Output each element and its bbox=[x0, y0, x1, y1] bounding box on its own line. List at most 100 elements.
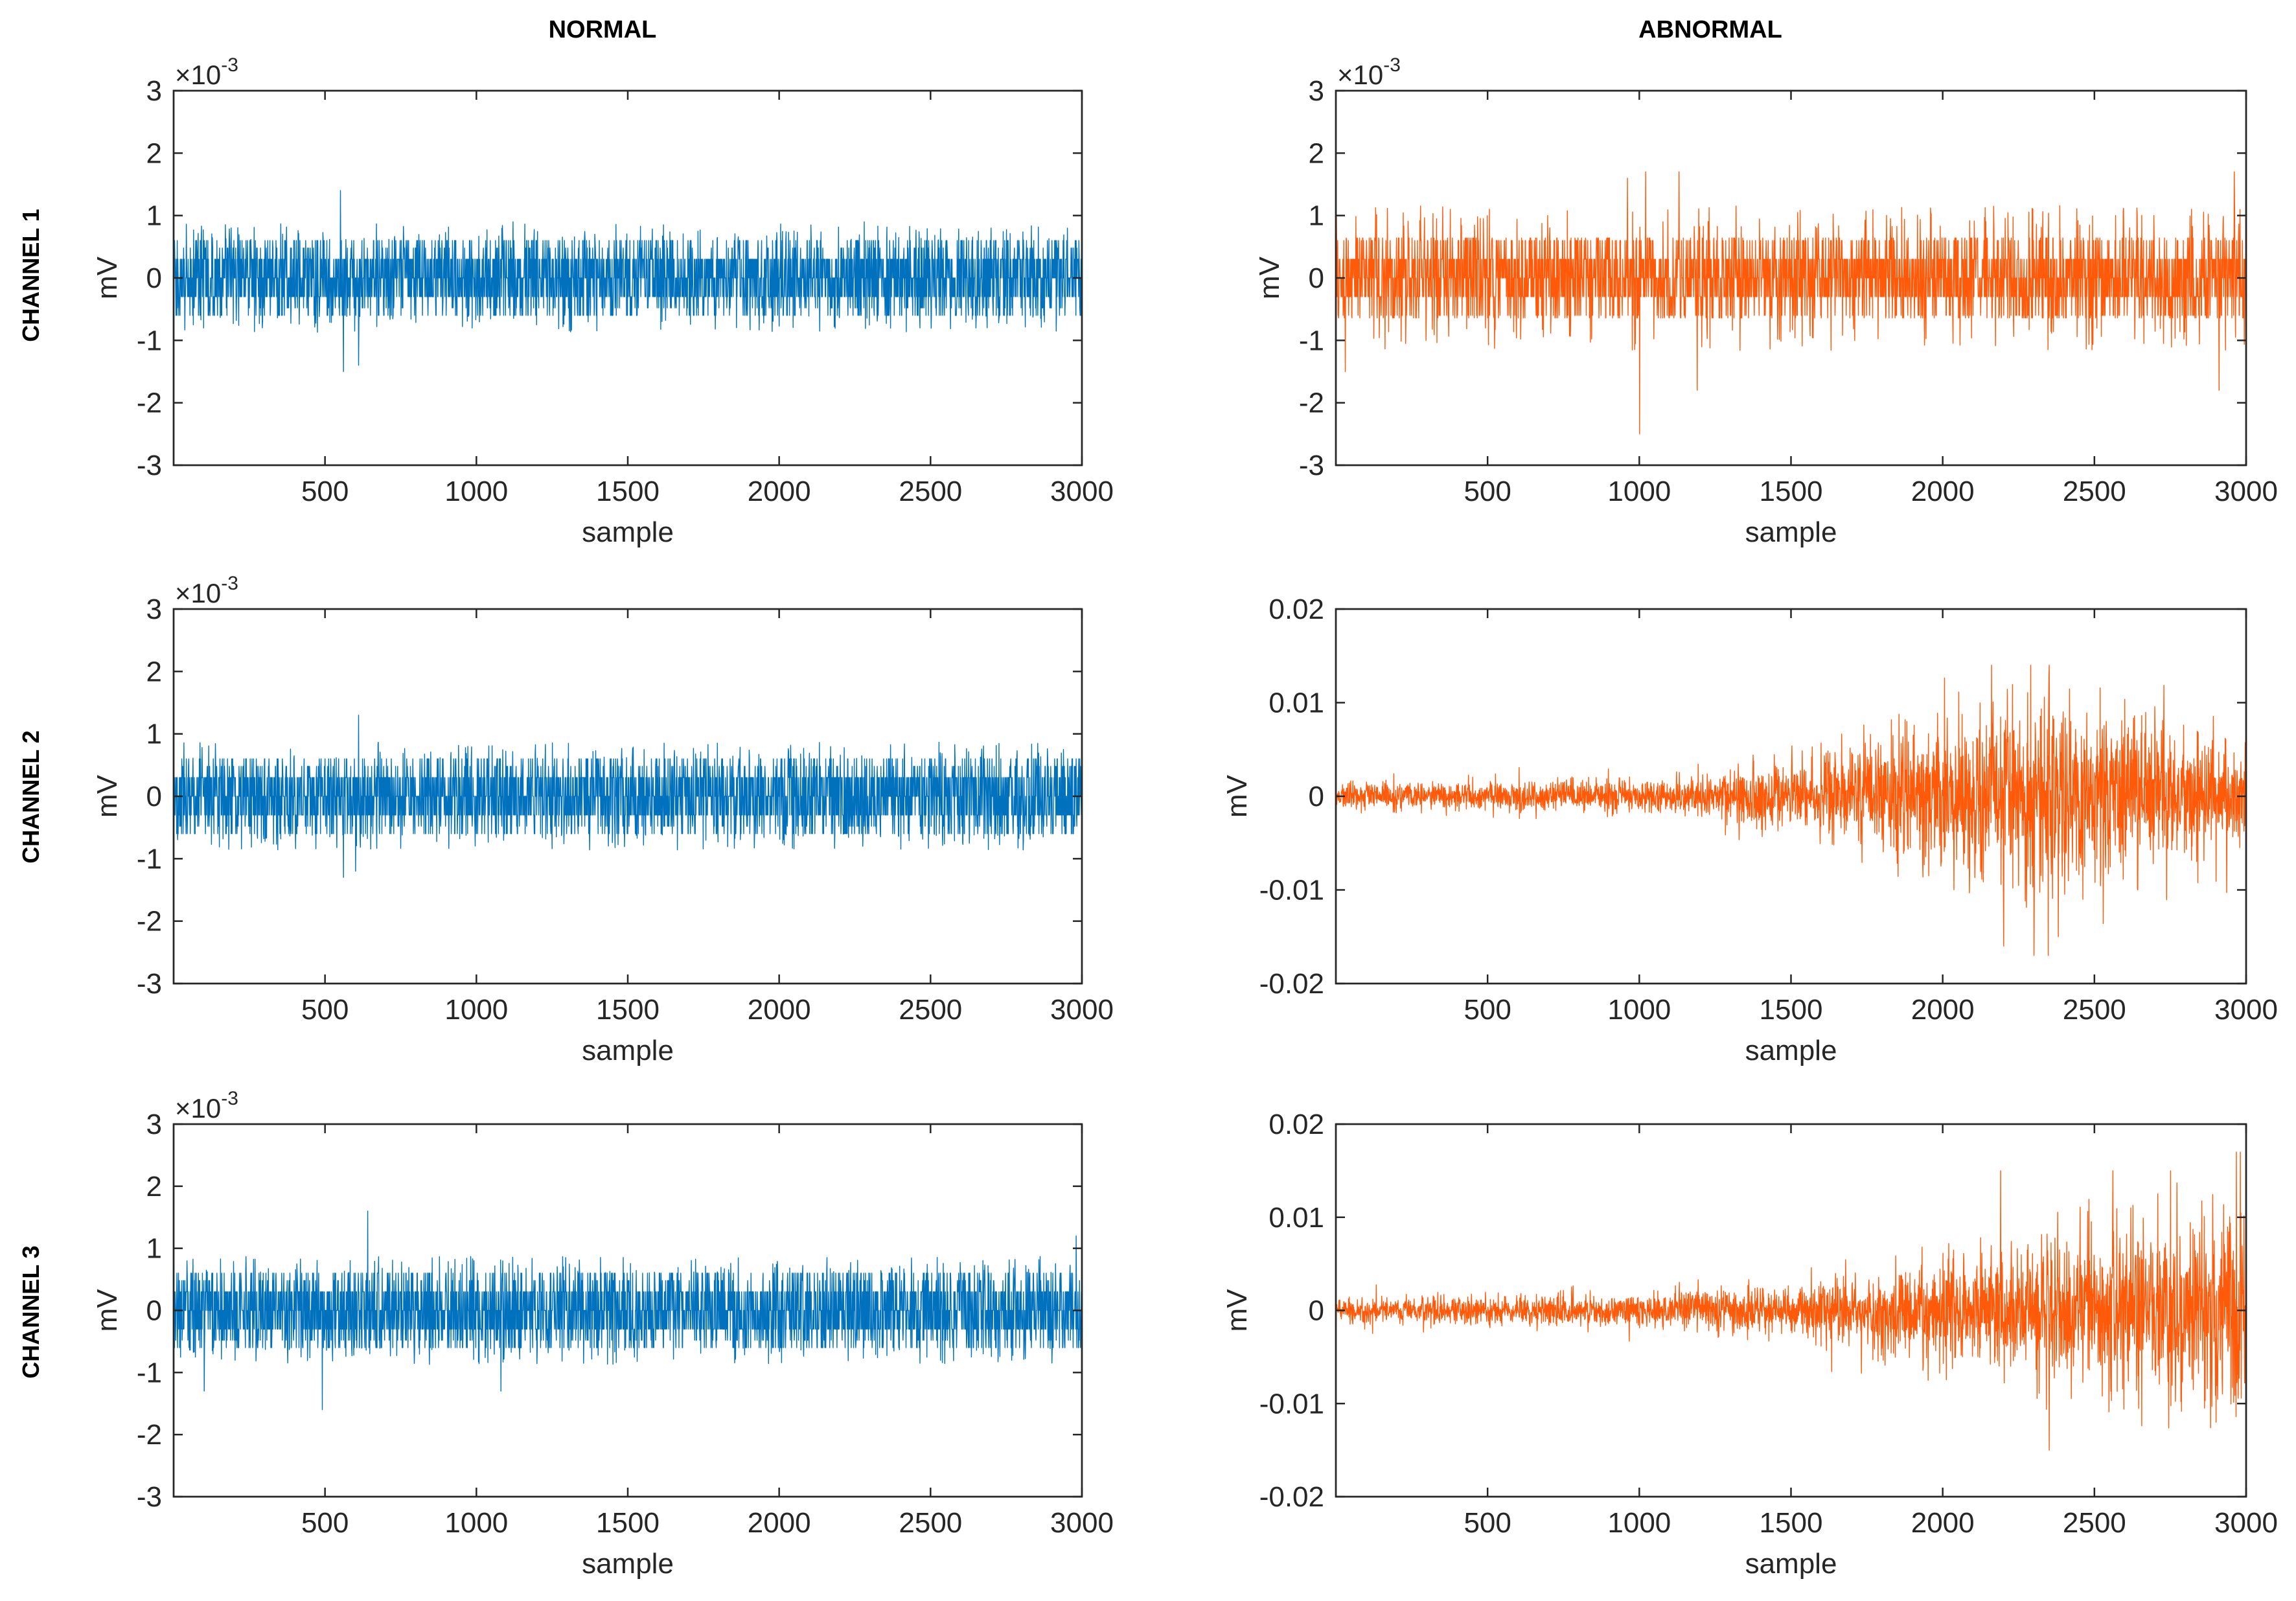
signal-trace-normal-ch3 bbox=[173, 1210, 1083, 1411]
panel-normal-ch2: 500 1000 1500 2000 2500 3000 -3 -2 -1 0 1 2 3 sample m… bbox=[91, 573, 1114, 1066]
x-tick-label-2000: 2000 bbox=[748, 1507, 811, 1539]
x-tick-label-2500: 2500 bbox=[2063, 994, 2126, 1026]
y-tick-label-3: 0.01 bbox=[1269, 1202, 1324, 1234]
y-tick-label-3: 0 bbox=[146, 262, 162, 294]
y-tick-label-1: -2 bbox=[137, 1419, 162, 1451]
y-tick-label-5: 2 bbox=[1309, 137, 1324, 169]
y-tick-label-0: -0.02 bbox=[1259, 968, 1324, 1000]
y-tick-label-1: -2 bbox=[1299, 387, 1324, 419]
x-tick-label-1000: 1000 bbox=[1607, 994, 1671, 1026]
y-tick-label-1: -2 bbox=[137, 906, 162, 938]
y-tick-label-0: -3 bbox=[137, 450, 162, 481]
x-tick-label-1000: 1000 bbox=[1607, 476, 1671, 507]
y-tick-label-0: -3 bbox=[137, 968, 162, 1000]
x-axis-label: sample bbox=[582, 1035, 674, 1066]
x-tick-label-500: 500 bbox=[301, 1507, 349, 1539]
x-tick-label-2000: 2000 bbox=[1911, 476, 1975, 507]
y-tick-label-2: -1 bbox=[1299, 325, 1324, 356]
y-tick-label-2: 0 bbox=[1309, 781, 1324, 812]
x-tick-label-2000: 2000 bbox=[748, 476, 811, 507]
axis-exponent: ×10-3 bbox=[175, 54, 238, 90]
y-tick-label-4: 0.02 bbox=[1269, 593, 1324, 625]
y-tick-label-6: 3 bbox=[146, 593, 162, 625]
y-tick-label-2: -1 bbox=[137, 843, 162, 875]
x-axis-label: sample bbox=[1745, 1548, 1837, 1580]
x-tick-label-3000: 3000 bbox=[1050, 1507, 1114, 1539]
x-tick-label-1000: 1000 bbox=[444, 1507, 508, 1539]
axis-exponent: ×10-3 bbox=[175, 1088, 238, 1123]
x-tick-label-2500: 2500 bbox=[2063, 1507, 2126, 1539]
x-tick-label-2000: 2000 bbox=[1911, 1507, 1975, 1539]
row-label-channel-2: CHANNEL 2 bbox=[17, 730, 44, 863]
axis-exponent-power: -3 bbox=[1383, 54, 1401, 76]
y-tick-label-3: 0 bbox=[1309, 262, 1324, 294]
x-tick-label-1500: 1500 bbox=[1760, 476, 1823, 507]
y-tick-label-5: 2 bbox=[146, 656, 162, 687]
x-tick-label-1500: 1500 bbox=[1760, 1507, 1823, 1539]
x-axis-label: sample bbox=[582, 516, 674, 548]
column-title-abnormal: ABNORMAL bbox=[1638, 16, 1782, 43]
panel-normal-ch1: 500 1000 1500 2000 2500 3000 -3 -2 -1 0 1 2 3 sample m… bbox=[91, 54, 1114, 548]
y-tick-label-3: 0 bbox=[146, 781, 162, 812]
x-tick-label-3000: 3000 bbox=[1050, 994, 1114, 1026]
axis-exponent-power: -3 bbox=[221, 573, 238, 594]
row-label-channel-3: CHANNEL 3 bbox=[17, 1245, 44, 1378]
y-axis-label: mV bbox=[1254, 256, 1285, 299]
axis-exponent: ×10-3 bbox=[175, 573, 238, 608]
x-tick-label-1500: 1500 bbox=[596, 476, 660, 507]
column-title-normal: NORMAL bbox=[549, 16, 657, 43]
y-tick-label-1: -2 bbox=[137, 387, 162, 419]
x-tick-label-3000: 3000 bbox=[2214, 994, 2278, 1026]
y-tick-label-3: 0.01 bbox=[1269, 687, 1324, 719]
y-tick-label-0: -0.02 bbox=[1259, 1481, 1324, 1513]
x-tick-label-500: 500 bbox=[301, 994, 349, 1026]
x-tick-label-2000: 2000 bbox=[748, 994, 811, 1026]
signal-trace-normal-ch2 bbox=[173, 715, 1083, 878]
signal-trace-normal-ch1 bbox=[174, 190, 1083, 373]
x-tick-label-500: 500 bbox=[1464, 476, 1511, 507]
y-tick-label-4: 1 bbox=[146, 1233, 162, 1265]
x-tick-label-2000: 2000 bbox=[1911, 994, 1975, 1026]
x-tick-label-3000: 3000 bbox=[2214, 476, 2278, 507]
panels: 500 1000 1500 2000 2500 3000-3-2-10123samplem… bbox=[91, 54, 2278, 1580]
panel-abnormal-ch3: 500 1000 1500 2000 2500 3000 -0.02 -0.01 0 0.01 0.… bbox=[1221, 1109, 2278, 1580]
x-tick-label-500: 500 bbox=[1464, 1507, 1511, 1539]
y-tick-label-2: 0 bbox=[1309, 1295, 1324, 1327]
y-tick-label-5: 2 bbox=[146, 1171, 162, 1203]
y-tick-label-1: -0.01 bbox=[1259, 1388, 1324, 1420]
y-tick-label-3: 0 bbox=[146, 1295, 162, 1327]
panel-abnormal-ch2: 500 1000 1500 2000 2500 3000 -0.02 -0.01 0 0.01 0.… bbox=[1221, 593, 2278, 1066]
axis-exponent-power: -3 bbox=[221, 54, 238, 76]
y-tick-label-4: 0.02 bbox=[1269, 1109, 1324, 1140]
signal-trace-abnormal-ch3 bbox=[1335, 1151, 2247, 1451]
y-tick-label-6: 3 bbox=[1309, 75, 1324, 107]
x-tick-label-3000: 3000 bbox=[1050, 476, 1114, 507]
axis-exponent-power: -3 bbox=[221, 1088, 238, 1109]
y-tick-label-4: 1 bbox=[1309, 200, 1324, 232]
signal-trace-abnormal-ch2 bbox=[1335, 665, 2247, 956]
x-tick-label-1000: 1000 bbox=[444, 476, 508, 507]
x-tick-label-2500: 2500 bbox=[2063, 476, 2126, 507]
x-tick-label-1500: 1500 bbox=[596, 994, 660, 1026]
y-tick-label-0: -3 bbox=[137, 1481, 162, 1513]
x-tick-label-500: 500 bbox=[1464, 994, 1511, 1026]
y-axis-label: mV bbox=[1221, 774, 1253, 818]
x-tick-label-1500: 1500 bbox=[1760, 994, 1823, 1026]
y-tick-label-2: -1 bbox=[137, 325, 162, 356]
row-label-channel-1: CHANNEL 1 bbox=[17, 209, 44, 341]
x-tick-label-2500: 2500 bbox=[899, 476, 962, 507]
panel-abnormal-ch1: 500 1000 1500 2000 2500 3000 -3 -2 -1 0 1 2 3 sample m… bbox=[1254, 54, 2278, 548]
x-axis-label: sample bbox=[1745, 516, 1837, 548]
y-tick-label-1: -0.01 bbox=[1259, 875, 1324, 906]
signal-trace-abnormal-ch1 bbox=[1335, 171, 2247, 435]
panel-normal-ch3: 500 1000 1500 2000 2500 3000 -3 -2 -1 0 1 2 3 sample m… bbox=[91, 1088, 1114, 1580]
x-axis-label: sample bbox=[582, 1548, 674, 1580]
y-axis-label: mV bbox=[91, 1289, 123, 1332]
y-tick-label-4: 1 bbox=[146, 200, 162, 232]
x-tick-label-500: 500 bbox=[301, 476, 349, 507]
y-tick-label-2: -1 bbox=[137, 1357, 162, 1388]
y-tick-label-6: 3 bbox=[146, 1109, 162, 1140]
y-axis-label: mV bbox=[91, 256, 123, 299]
x-tick-label-2500: 2500 bbox=[899, 994, 962, 1026]
